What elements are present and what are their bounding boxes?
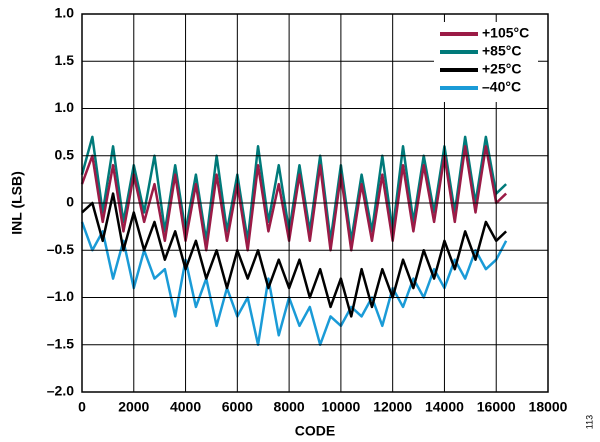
legend-label: +85°C [482,43,521,59]
x-axis-label: CODE [295,423,335,439]
series-line [80,145,508,252]
y-tick-label: 1.5 [55,52,75,68]
y-tick-label: –1.5 [47,335,74,351]
series-line [81,192,508,318]
y-tick-label: –1.0 [47,288,74,304]
y-tick-label: 1.0 [55,5,75,21]
y-axis-label: INL (LSB) [9,171,25,235]
legend-label: +105°C [482,25,529,41]
x-tick-label: 18000 [529,399,568,415]
legend-label: –40°C [482,79,521,95]
y-tick-label: –0.5 [47,241,74,257]
y-tick-label: 1.0 [55,99,75,115]
x-tick-label: 16000 [477,399,516,415]
x-tick-label: 8000 [274,399,305,415]
y-tick-label: 0.5 [55,146,75,162]
legend-label: +25°C [482,61,521,77]
series-line [80,221,508,346]
x-tick-label: 6000 [222,399,253,415]
x-tick-label: 14000 [425,399,464,415]
x-tick-label: 12000 [373,399,412,415]
x-tick-label: 10000 [321,399,360,415]
x-tick-label: 2000 [118,399,149,415]
series-line [80,135,508,243]
x-tick-label: 4000 [170,399,201,415]
x-tick-label: 0 [78,399,86,415]
y-tick-label: 0 [66,194,74,210]
y-tick-label: –2.0 [47,383,74,399]
plot-frame [81,13,549,393]
figure-number: 113 [584,415,594,429]
